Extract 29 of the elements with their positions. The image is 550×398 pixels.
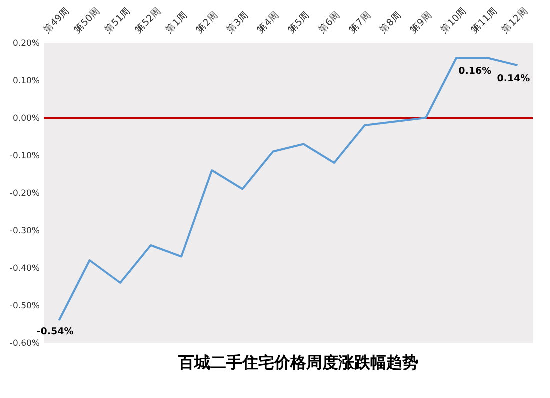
y-tick-label: -0.10% xyxy=(10,152,40,162)
x-tick-label: 第3周 xyxy=(224,9,252,36)
y-tick-label: 0.00% xyxy=(12,114,40,124)
x-tick-label: 第12周 xyxy=(499,4,531,36)
x-tick-label: 第9周 xyxy=(408,9,435,36)
x-tick-label: 第6周 xyxy=(316,9,343,36)
x-tick-label: 第50周 xyxy=(71,4,103,36)
y-tick-label: 0.20% xyxy=(12,39,40,49)
x-tick-label: 第1周 xyxy=(163,9,190,36)
y-tick-label: -0.40% xyxy=(10,264,40,274)
x-tick-label: 第7周 xyxy=(346,9,374,36)
x-tick-label: 第8周 xyxy=(377,9,404,36)
x-tick-label: 第2周 xyxy=(194,9,221,36)
data-label: 0.16% xyxy=(458,66,492,77)
x-tick-label: 第5周 xyxy=(285,9,312,36)
x-tick-label: 第4周 xyxy=(254,9,282,36)
x-tick-label: 第49周 xyxy=(40,4,72,36)
y-tick-label: 0.10% xyxy=(12,76,40,86)
x-tick-label: 第11周 xyxy=(468,4,500,36)
y-tick-label: -0.30% xyxy=(10,226,40,236)
data-label: 0.14% xyxy=(497,74,531,84)
y-tick-label: -0.60% xyxy=(10,339,40,349)
x-tick-label: 第51周 xyxy=(102,4,134,36)
y-tick-label: -0.20% xyxy=(10,189,40,199)
data-label: -0.54% xyxy=(36,326,74,338)
x-tick-label: 第52周 xyxy=(132,4,164,36)
x-tick-label: 第10周 xyxy=(438,4,470,36)
y-tick-label: -0.50% xyxy=(10,302,40,312)
text: 百城二手住宅价格周度涨跌幅趋势 xyxy=(178,353,418,372)
